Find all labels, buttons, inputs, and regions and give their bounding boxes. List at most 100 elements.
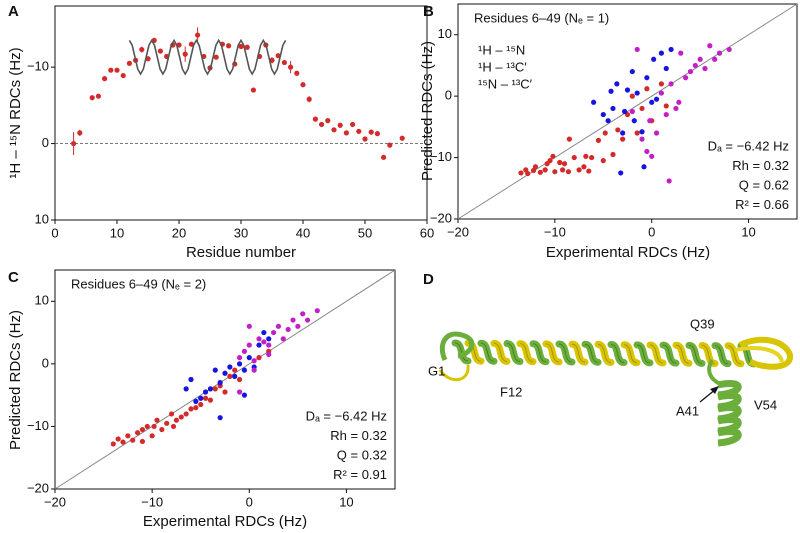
- helix-turn: [454, 342, 469, 362]
- data-point: [362, 136, 368, 142]
- data-point: [639, 136, 645, 142]
- x-tick-label: 50: [358, 225, 372, 240]
- data-point: [110, 441, 116, 447]
- data-point: [586, 168, 592, 174]
- data-point: [595, 137, 602, 143]
- data-point: [261, 339, 267, 345]
- helix-turn: [636, 344, 651, 364]
- helix-turn: [675, 344, 690, 364]
- data-point: [182, 51, 188, 57]
- arrow-head: [710, 386, 719, 394]
- data-point: [95, 93, 101, 99]
- x-axis-label: Experimental RDCs (Hz): [546, 244, 710, 261]
- data-point: [227, 373, 233, 379]
- data-point: [236, 389, 243, 395]
- fit-statistic: Q = 0.62: [739, 177, 789, 192]
- coil: [738, 336, 793, 370]
- x-tick-label: 40: [296, 225, 310, 240]
- data-point: [566, 136, 572, 142]
- data-point: [193, 405, 199, 411]
- data-point: [581, 164, 587, 170]
- data-point: [212, 367, 218, 373]
- helix-turn: [519, 343, 534, 363]
- data-point: [552, 169, 558, 175]
- data-point: [202, 389, 209, 395]
- data-point: [217, 415, 223, 421]
- data-point: [256, 355, 262, 361]
- data-point: [547, 158, 553, 164]
- data-point: [154, 417, 160, 423]
- data-point: [251, 358, 257, 364]
- data-point: [561, 161, 568, 167]
- residue-label: Q39: [690, 316, 715, 331]
- plot-frame: [54, 5, 428, 221]
- data-point: [641, 164, 647, 170]
- data-point: [653, 130, 660, 136]
- data-point: [702, 65, 708, 72]
- y-tick-label: −10: [27, 59, 49, 74]
- data-point: [343, 130, 349, 136]
- data-point: [280, 336, 286, 342]
- data-point: [246, 355, 252, 361]
- data-point: [658, 90, 665, 96]
- data-point: [157, 48, 163, 54]
- plot-frame: [457, 3, 798, 220]
- data-point: [532, 164, 539, 170]
- data-point: [183, 386, 189, 392]
- data-point: [644, 86, 650, 92]
- helix-turn: [506, 343, 521, 362]
- data-point: [525, 170, 531, 177]
- x-tick-label: 0: [246, 494, 253, 509]
- data-point: [120, 439, 126, 445]
- data-point: [663, 65, 669, 72]
- data-point: [337, 122, 343, 128]
- data-point: [542, 167, 548, 173]
- helix-turn: [597, 344, 612, 363]
- data-point: [726, 46, 732, 53]
- data-point: [368, 129, 374, 135]
- data-point: [602, 130, 608, 136]
- data-point: [629, 93, 635, 99]
- data-point: [629, 68, 635, 75]
- data-point: [285, 326, 291, 333]
- legend-entry: ¹H – ¹³C′: [478, 59, 527, 74]
- data-point: [217, 380, 223, 386]
- x-tick-label: −20: [447, 224, 469, 239]
- data-point: [108, 67, 114, 73]
- fit-statistic: R² = 0.91: [333, 467, 387, 482]
- data-point: [716, 50, 723, 56]
- helix-turn: [480, 342, 495, 362]
- data-point: [319, 121, 325, 128]
- data-point: [222, 389, 228, 395]
- data-point: [537, 169, 543, 175]
- y-tick-label: −10: [27, 418, 49, 433]
- data-point: [170, 423, 177, 430]
- y-tick-label: 10: [35, 293, 49, 308]
- data-point: [666, 178, 672, 184]
- fit-statistic: R² = 0.66: [735, 197, 789, 212]
- annotation: Residues 6–49 (Nₑ = 2): [71, 276, 206, 291]
- data-point: [676, 99, 682, 105]
- data-point: [256, 336, 262, 342]
- fit-statistic: Q = 0.32: [337, 447, 387, 462]
- legend-entry: ¹H – ¹⁵N: [478, 42, 525, 57]
- data-point: [213, 54, 219, 60]
- data-point: [687, 68, 694, 75]
- data-point: [193, 398, 199, 404]
- helix-turn: [649, 344, 664, 364]
- coil: [439, 331, 475, 362]
- data-point: [250, 87, 256, 93]
- data-point: [188, 406, 194, 412]
- legend-entry: ¹⁵N – ¹³C′: [478, 76, 533, 91]
- helix-turn: [493, 342, 508, 362]
- data-point: [236, 355, 243, 361]
- data-point: [658, 81, 665, 87]
- data-point: [634, 46, 640, 53]
- helix-turn: [623, 344, 638, 364]
- y-tick-label: 10: [35, 211, 49, 226]
- fit-statistic: Rh = 0.32: [330, 428, 387, 443]
- identity-line: [457, 3, 798, 220]
- data-point: [130, 437, 136, 443]
- data-point: [620, 136, 626, 142]
- data-point: [314, 308, 320, 314]
